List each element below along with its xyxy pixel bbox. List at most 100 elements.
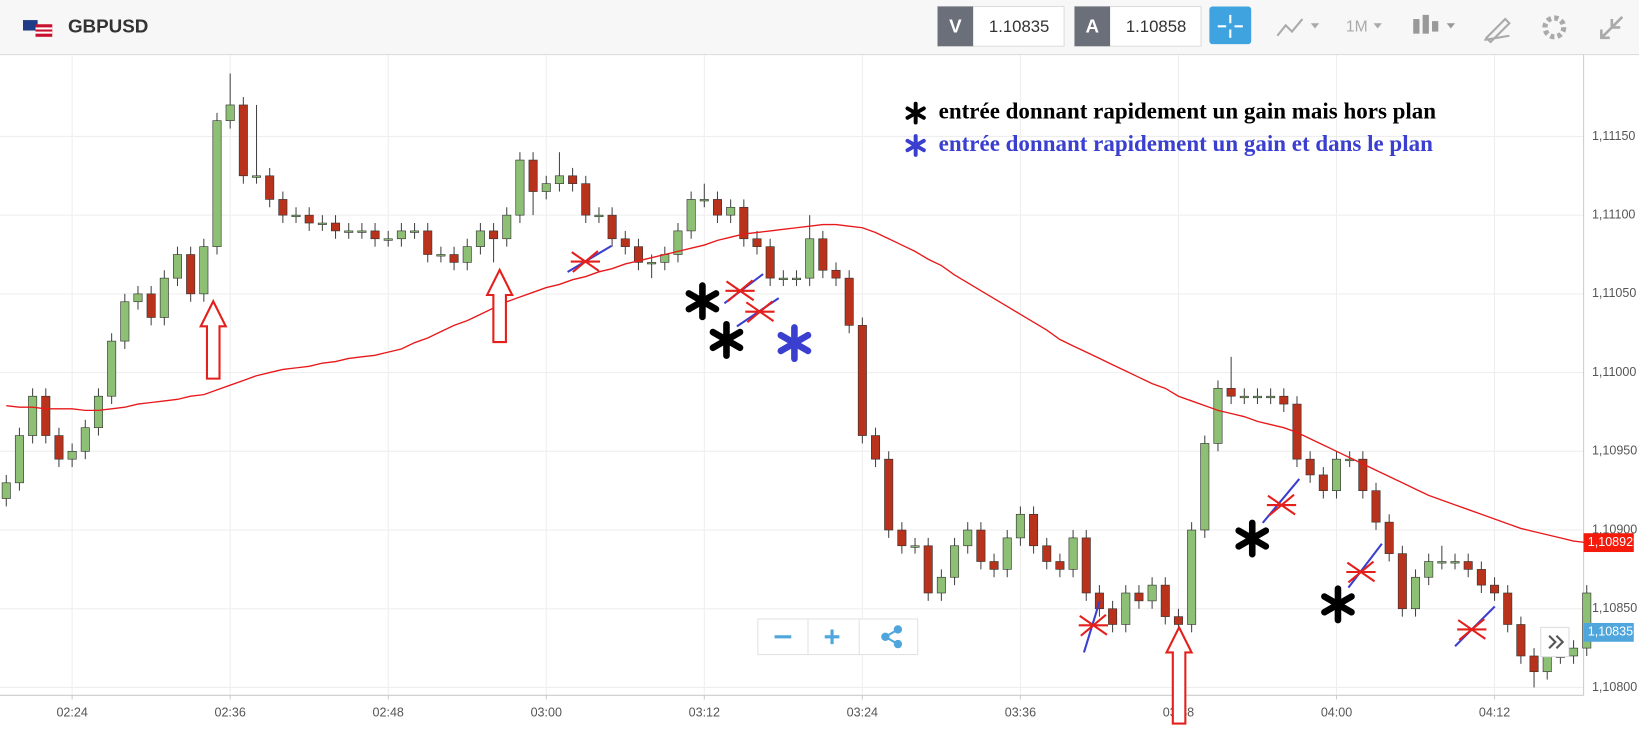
candle-body (159, 277, 169, 318)
candle-body (489, 230, 499, 240)
candle-body (1569, 647, 1579, 657)
candle-body (133, 293, 143, 303)
candle-body (383, 238, 393, 241)
scroll-right-button[interactable] (1540, 626, 1570, 658)
candle-body (1358, 458, 1368, 491)
x-tick-label: 04:00 (1321, 705, 1352, 719)
y-tick-label: 1,11050 (1592, 286, 1636, 300)
asterisk (1235, 519, 1270, 558)
candle-body (778, 277, 788, 281)
asterisk (905, 101, 926, 125)
candle-body (238, 104, 248, 177)
candle-body (278, 199, 288, 216)
candle-body (186, 254, 196, 295)
candle-body (950, 545, 960, 578)
candle-body (963, 529, 973, 547)
candle-body (14, 435, 24, 484)
candle-body (712, 199, 722, 216)
y-tick-label: 1,10900 (1592, 522, 1637, 536)
entry-cross (745, 300, 775, 323)
candle-body (1490, 584, 1500, 594)
sell-label-box (937, 6, 974, 47)
candle-body (541, 183, 551, 192)
y-tick-label: 1,10950 (1592, 444, 1637, 458)
candle-body (1582, 592, 1592, 649)
asterisk (709, 320, 744, 359)
asterisk-arm (685, 290, 720, 313)
settings-button[interactable] (1542, 15, 1567, 40)
price-marker-label: 1,10835 (1588, 625, 1633, 639)
x-tick-label: 03:12 (689, 705, 720, 719)
candle-body (765, 246, 775, 279)
entry-cross (570, 250, 600, 273)
candle-body (199, 246, 209, 295)
plot: 1,10800 1,10850 1,10900 1,10950 1,11000 1,110… (1, 73, 1637, 719)
indicator-button[interactable] (1276, 18, 1320, 37)
asterisk-arm (1235, 527, 1270, 550)
candle-body (423, 230, 433, 255)
x-tick-label: 04:12 (1479, 705, 1510, 719)
buy-label-box (1074, 6, 1111, 47)
draw-button[interactable] (1484, 17, 1511, 44)
price-marker-label: 1,10892 (1588, 535, 1633, 549)
candle-body (1173, 616, 1183, 625)
x-tick-label: 03:36 (1005, 705, 1036, 719)
candle-body (528, 159, 538, 192)
y-tick-label: 1,11100 (1592, 207, 1635, 221)
candle-body (1252, 395, 1262, 399)
collapse-button[interactable] (1600, 16, 1624, 40)
candle-body (1002, 537, 1012, 570)
candle-body (28, 395, 38, 436)
annotations: entrée donnant rapidement un gain mais h… (199, 98, 1496, 725)
candle-body (1055, 561, 1065, 570)
candle-body (581, 183, 591, 216)
arrow (1164, 625, 1194, 725)
candle-body (1094, 592, 1104, 610)
candle-body (1081, 537, 1091, 594)
entry-cross (1266, 493, 1297, 517)
candle-body (449, 254, 459, 263)
candle-body (67, 450, 77, 460)
entry-cross (1078, 614, 1108, 637)
candle-body (1332, 458, 1341, 491)
candle-body (93, 395, 103, 429)
share[interactable] (881, 625, 903, 649)
candle-body (1134, 592, 1144, 602)
candle-body (1476, 569, 1486, 586)
entry-cross (1457, 618, 1487, 641)
candle-body (1029, 513, 1039, 547)
candle-body (107, 340, 117, 397)
asterisk (777, 324, 812, 363)
flag-icon (22, 20, 53, 37)
sell-label: V (949, 15, 962, 36)
y-tick-label: 1,11000 (1592, 365, 1636, 379)
y-tick-label: 1,10850 (1592, 601, 1637, 615)
timeframe[interactable]: 1M (1346, 19, 1368, 36)
candle-body (291, 214, 301, 218)
sell-price: 1.10835 (989, 17, 1049, 36)
x-tick-label: 03:24 (847, 705, 878, 719)
zoom-in[interactable] (824, 629, 840, 645)
arrow (199, 298, 228, 380)
candle-body (620, 238, 630, 247)
candle-body (1503, 592, 1513, 625)
candle-body (1542, 655, 1552, 673)
candle-body (317, 222, 327, 225)
candle-body (1068, 537, 1078, 570)
candle-body (1, 482, 11, 499)
asterisk-arm (1321, 593, 1355, 616)
candle-body (436, 254, 446, 257)
candle-body (1318, 474, 1328, 491)
candle-body (41, 395, 51, 436)
candle-body (633, 246, 643, 263)
candle-body (120, 301, 130, 342)
crosshair-button[interactable] (1209, 6, 1252, 45)
chart-type-button[interactable] (1413, 14, 1456, 34)
x-tick-label: 02:48 (373, 705, 404, 719)
candle-body (1239, 395, 1249, 399)
asterisk-arm (905, 138, 926, 153)
candle-body (607, 214, 617, 240)
asterisk-arm (905, 106, 926, 120)
